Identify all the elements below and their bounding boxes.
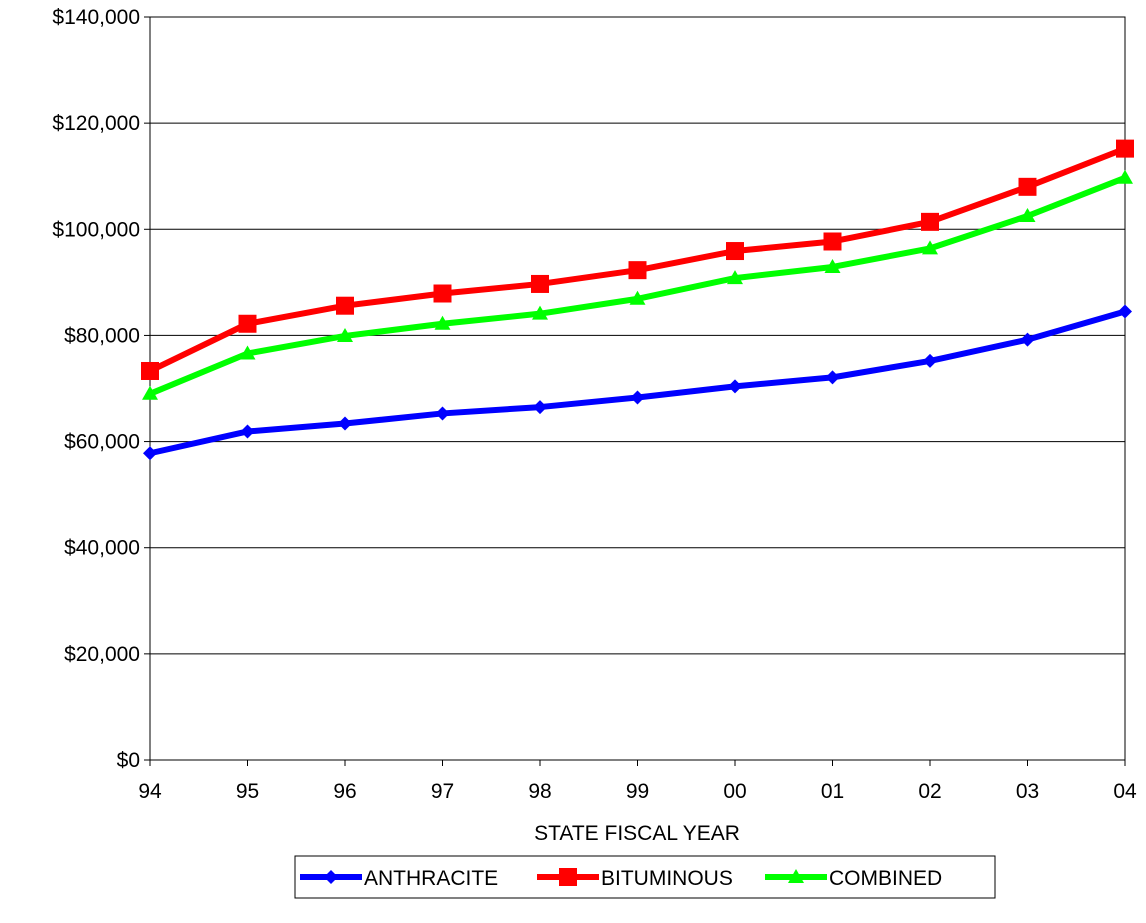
data-point-anthracite (825, 370, 840, 385)
data-point-bituminous (1018, 177, 1037, 196)
x-tick-label: 03 (1016, 780, 1039, 803)
data-point-combined (922, 240, 938, 255)
x-tick-label: 94 (138, 780, 162, 803)
x-tick-label: 02 (918, 780, 941, 803)
data-point-anthracite (143, 446, 157, 461)
x-axis-tick-labels: 94 95 96 97 98 99 00 01 02 03 04 (138, 760, 1137, 803)
legend: ANTHRACITE BITUMINOUS COMBINED (294, 855, 996, 899)
data-point-anthracite (435, 406, 450, 421)
x-tick-label: 00 (723, 780, 746, 803)
legend-label: ANTHRACITE (364, 867, 498, 890)
data-point-combined (1019, 208, 1036, 223)
data-point-anthracite (338, 416, 352, 431)
data-point-anthracite (923, 353, 937, 368)
data-point-bituminous (726, 242, 744, 261)
x-tick-label: 98 (528, 780, 551, 803)
data-point-anthracite (240, 424, 255, 439)
x-tick-label: 99 (626, 780, 649, 803)
y-tick-label: $20,000 (64, 643, 140, 666)
x-tick-label: 96 (333, 780, 356, 803)
data-point-bituminous (531, 274, 549, 293)
data-point-anthracite (533, 400, 547, 415)
legend-item-combined: COMBINED (765, 867, 942, 890)
legend-label: BITUMINOUS (601, 867, 733, 890)
data-point-anthracite (630, 390, 645, 405)
data-point-anthracite (1020, 332, 1035, 347)
y-tick-label: $0 (117, 749, 140, 772)
y-tick-label: $60,000 (64, 431, 140, 454)
legend-marker (788, 869, 804, 883)
y-axis-tick-labels: $0 $20,000 $40,000 $60,000 $80,000 $100,000 $1… (52, 6, 150, 772)
legend-item-anthracite: ANTHRACITE (300, 867, 498, 890)
data-point-combined (434, 315, 451, 330)
x-tick-label: 97 (431, 780, 454, 803)
legend-item-bituminous: BITUMINOUS (537, 867, 733, 890)
data-point-combined (1117, 169, 1133, 184)
legend-label: COMBINED (829, 867, 942, 890)
gridlines (150, 122, 1125, 655)
data-point-bituminous (823, 232, 842, 251)
data-point-combined (629, 290, 646, 305)
x-tick-label: 04 (1113, 780, 1137, 803)
x-tick-label: 95 (236, 780, 259, 803)
data-point-bituminous (433, 284, 452, 303)
data-point-combined (337, 327, 353, 342)
x-axis-title: STATE FISCAL YEAR (534, 822, 740, 845)
series-bituminous (141, 139, 1134, 380)
legend-marker (559, 868, 577, 886)
data-point-combined (727, 270, 743, 285)
data-point-bituminous (238, 314, 257, 333)
data-point-combined (142, 385, 158, 400)
y-tick-label: $40,000 (64, 537, 140, 560)
series-combined (142, 169, 1133, 400)
x-tick-label: 01 (821, 780, 844, 803)
legend-box (294, 855, 996, 899)
data-point-bituminous (1116, 139, 1134, 158)
data-point-bituminous (921, 212, 939, 231)
y-tick-label: $100,000 (52, 218, 140, 241)
data-point-bituminous (628, 261, 647, 280)
y-tick-label: $80,000 (64, 324, 140, 347)
data-point-anthracite (728, 379, 742, 394)
series-layer (141, 139, 1134, 461)
data-point-combined (239, 345, 256, 360)
data-point-bituminous (141, 361, 159, 380)
legend-marker (324, 870, 338, 884)
y-tick-label: $140,000 (52, 6, 140, 29)
data-point-combined (824, 258, 841, 273)
data-point-bituminous (336, 296, 354, 315)
series-anthracite (143, 304, 1132, 461)
data-point-combined (532, 305, 548, 320)
y-tick-label: $120,000 (52, 112, 140, 135)
data-point-anthracite (1118, 304, 1132, 319)
